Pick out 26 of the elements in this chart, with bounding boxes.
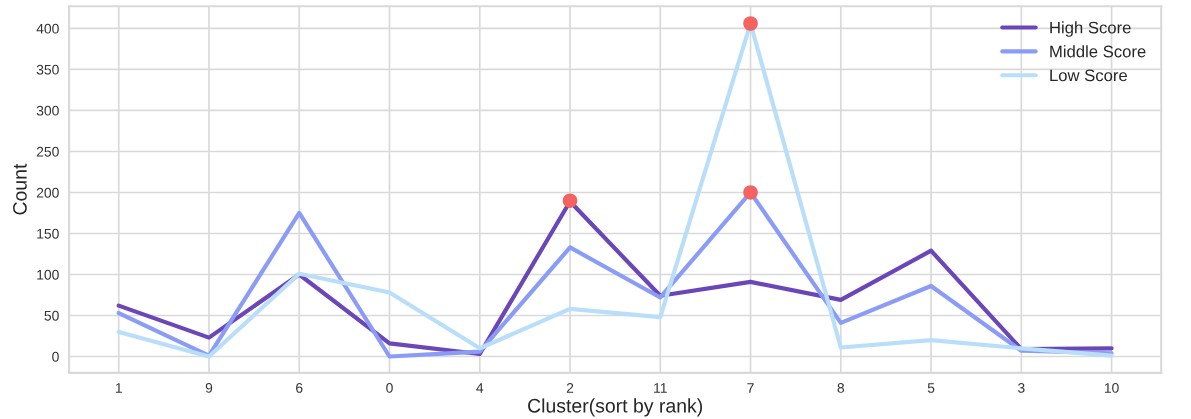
x-tick-label: 11 (654, 383, 667, 393)
y-tick-label: 250 (36, 146, 59, 157)
legend-label: Middle Score (1050, 45, 1146, 58)
y-tick-label: 150 (37, 228, 59, 239)
x-tick-label: 4 (476, 383, 484, 393)
x-tick-label: 5 (927, 383, 935, 393)
legend-label: High Score (1050, 21, 1131, 37)
y-axis-title: Count (13, 163, 27, 215)
y-tick-label: 300 (36, 105, 59, 116)
x-tick-label: 2 (566, 383, 574, 393)
x-axis-title: Cluster(sort by rank) (528, 398, 703, 417)
y-tick-label: 200 (36, 187, 59, 198)
x-tick-label: 8 (837, 383, 845, 393)
x-tick-label: 3 (1017, 383, 1025, 393)
x-tick-label: 1 (115, 383, 122, 393)
x-tick-label: 10 (1104, 383, 1119, 393)
legend-label: Low Score (1050, 69, 1127, 82)
y-tick-label: 100 (37, 269, 59, 280)
x-tick-label: 9 (205, 383, 213, 393)
y-tick-label: 0 (52, 351, 59, 362)
y-tick-label: 400 (36, 23, 59, 34)
x-tick-label: 0 (386, 383, 393, 393)
y-tick-label: 50 (44, 310, 59, 321)
y-tick-label: 350 (36, 64, 59, 75)
x-tick-label: 6 (296, 383, 303, 393)
x-tick-label: 7 (747, 383, 754, 393)
